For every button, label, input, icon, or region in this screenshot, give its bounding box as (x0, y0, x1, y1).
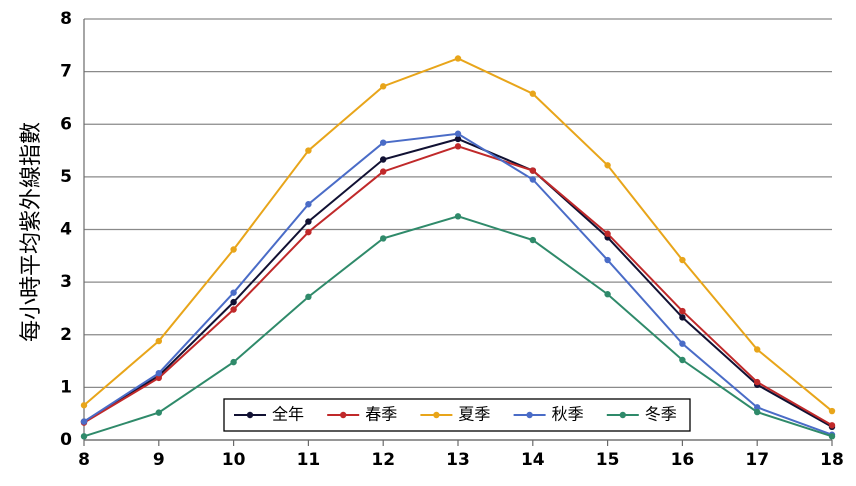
grid-layer (84, 18, 832, 441)
data-point (380, 235, 387, 242)
legend-label: 全年 (272, 405, 304, 424)
data-point (454, 213, 462, 220)
data-point (305, 201, 312, 208)
data-point (529, 90, 536, 97)
data-point (454, 143, 462, 150)
legend-item: 夏季 (420, 405, 490, 424)
x-tick-label: 9 (153, 450, 165, 470)
legend-marker (526, 411, 533, 419)
legend-marker (433, 411, 440, 419)
x-tick-label: 12 (371, 450, 395, 470)
data-point (754, 408, 761, 416)
series-line (83, 145, 833, 427)
data-point (230, 298, 237, 306)
data-point (604, 230, 611, 237)
x-tick-label: 17 (745, 450, 769, 470)
legend-label: 夏季 (458, 405, 490, 424)
data-point (305, 147, 312, 154)
y-tick-label: 2 (60, 325, 72, 345)
series-3 (80, 55, 836, 415)
series-4 (80, 130, 836, 438)
series-2 (80, 143, 836, 429)
data-point (80, 433, 88, 440)
data-point (679, 256, 686, 264)
x-tick-label: 11 (297, 450, 321, 470)
y-tick-label: 4 (60, 220, 72, 240)
data-point (828, 407, 836, 415)
data-point (828, 422, 836, 429)
y-tick-label: 3 (60, 272, 72, 292)
data-point (230, 289, 237, 296)
data-point (380, 168, 387, 175)
data-point (305, 228, 312, 236)
data-point (529, 167, 536, 174)
legend-item: 全年 (234, 405, 304, 424)
data-point (679, 356, 686, 364)
data-point (155, 409, 162, 416)
series-line (83, 57, 833, 412)
data-point (454, 130, 462, 137)
series-line (83, 137, 833, 428)
series-line (83, 132, 833, 436)
legend-marker (246, 411, 254, 419)
y-tick-label: 1 (60, 377, 72, 397)
legend-label: 冬季 (645, 405, 677, 424)
legend-label: 秋季 (552, 405, 584, 424)
data-point (604, 256, 611, 264)
y-axis-label: 每小時平均紫外線指數 (19, 122, 44, 342)
data-point (754, 404, 761, 411)
data-point (305, 218, 312, 225)
y-tick-label: 0 (60, 430, 72, 450)
legend-marker (619, 411, 626, 419)
data-point (80, 402, 88, 409)
data-point (80, 418, 88, 425)
x-tick-label: 18 (820, 450, 844, 470)
y-tick-label: 8 (60, 9, 72, 29)
series-layer (80, 55, 836, 440)
data-point (155, 374, 162, 382)
data-point (604, 162, 611, 169)
data-point (828, 433, 836, 440)
data-point (754, 378, 761, 386)
y-tick-label: 5 (60, 167, 72, 187)
legend: 全年 春季 夏季 秋季 冬季 (223, 398, 691, 432)
data-point (305, 293, 312, 301)
data-point (230, 306, 237, 313)
data-point (454, 55, 462, 62)
data-point (679, 307, 686, 315)
x-tick-label: 16 (671, 450, 695, 470)
y-tick-label: 7 (60, 62, 72, 82)
legend-item: 冬季 (606, 405, 677, 424)
legend-item: 春季 (327, 405, 397, 424)
series-5 (80, 213, 836, 440)
y-tick-label: 6 (60, 114, 72, 134)
data-point (604, 291, 611, 298)
data-point (230, 358, 237, 366)
data-point (380, 139, 387, 146)
data-point (679, 314, 686, 321)
data-point (754, 346, 761, 353)
x-tick-label: 8 (78, 450, 90, 470)
data-point (454, 135, 462, 143)
data-point (679, 340, 686, 347)
data-point (380, 83, 387, 90)
x-tick-label: 15 (596, 450, 620, 470)
data-point (529, 236, 536, 244)
data-point (529, 176, 536, 183)
series-1 (80, 135, 836, 431)
data-point (230, 246, 237, 253)
legend-label: 春季 (365, 405, 397, 424)
data-point (155, 369, 162, 377)
x-tick-label: 13 (446, 450, 470, 470)
x-tick-label: 14 (521, 450, 545, 470)
legend-marker (340, 411, 347, 419)
legend-item: 秋季 (513, 405, 584, 424)
data-point (155, 337, 162, 345)
x-tick-label: 10 (222, 450, 246, 470)
data-point (380, 156, 387, 163)
